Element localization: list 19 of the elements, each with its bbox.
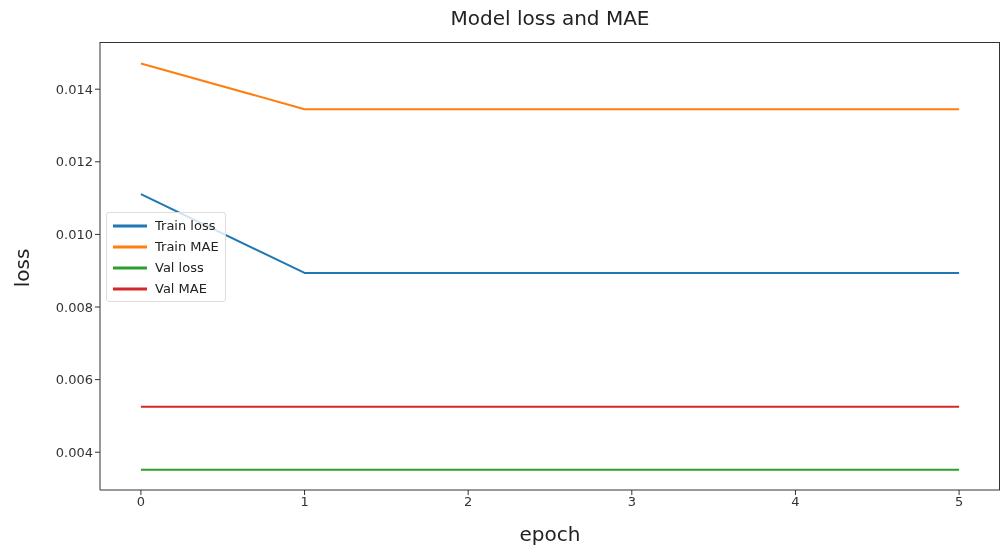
x-tick-label: 1 — [300, 494, 309, 510]
x-tick-label: 3 — [627, 494, 636, 510]
legend-label: Val MAE — [155, 281, 207, 296]
x-tick-label: 2 — [464, 494, 473, 510]
y-tick-label: 0.012 — [55, 154, 93, 170]
chart-title: Model loss and MAE — [449, 6, 651, 30]
legend-label: Train loss — [155, 218, 216, 233]
legend-label: Val loss — [155, 260, 204, 275]
y-tick-label: 0.006 — [55, 372, 93, 388]
x-tick-label: 4 — [791, 494, 800, 510]
y-axis-title: loss — [10, 248, 34, 288]
x-tick-label: 5 — [954, 494, 964, 510]
y-tick-label: 0.014 — [55, 81, 93, 97]
y-tick-label: 0.010 — [55, 227, 93, 243]
y-tick-label: 0.004 — [55, 444, 93, 460]
x-tick-label: 0 — [136, 494, 146, 510]
x-axis-title: epoch — [518, 522, 582, 546]
legend-label: Train MAE — [155, 239, 219, 254]
y-tick-label: 0.008 — [55, 299, 93, 315]
